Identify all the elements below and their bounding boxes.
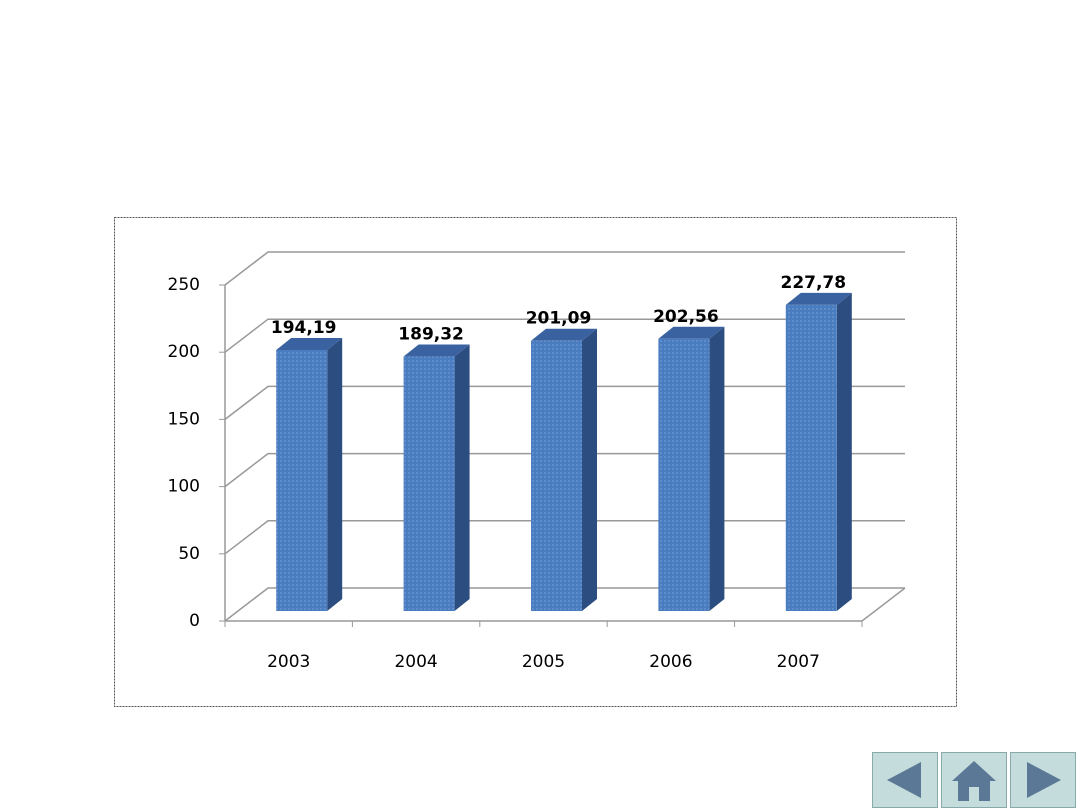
y-tick-label: 50	[178, 544, 200, 564]
y-tick-label: 100	[168, 477, 200, 497]
y-tick-label: 250	[168, 275, 200, 295]
value-label: 194,19	[271, 318, 337, 338]
bar-top	[276, 338, 343, 351]
prev-icon	[887, 762, 921, 798]
bar-top	[658, 326, 725, 339]
y-tick-label: 200	[168, 342, 200, 362]
y-tick-label: 0	[189, 611, 200, 631]
grid-line	[224, 251, 905, 286]
prev-button[interactable]	[872, 752, 938, 808]
value-label: 201,09	[526, 309, 592, 329]
bar-top	[531, 328, 597, 341]
bar-side	[327, 338, 343, 611]
bar	[658, 338, 710, 611]
chart: 0 50 100 150 200 250 2003 194,19 2004 189,32 2005 2…	[114, 217, 957, 707]
x-tick-label: 2004	[394, 652, 437, 672]
value-label: 189,32	[398, 325, 464, 345]
bar-side	[454, 344, 470, 611]
next-button[interactable]	[1010, 752, 1076, 808]
value-label: 227,78	[780, 273, 846, 293]
bar	[785, 304, 837, 611]
bar-side	[582, 328, 597, 611]
bar	[276, 350, 328, 611]
x-tick-label: 2003	[267, 652, 310, 672]
x-tick-label: 2005	[522, 652, 565, 672]
grid-line	[224, 318, 905, 353]
x-tick-label: 2006	[649, 652, 692, 672]
home-icon	[952, 761, 996, 801]
bar-top	[403, 344, 470, 357]
bar-top	[785, 292, 852, 305]
y-tick-label: 150	[168, 409, 200, 429]
bar	[531, 340, 582, 611]
bar-side	[709, 326, 725, 611]
x-tick-label: 2007	[777, 652, 820, 672]
value-label: 202,56	[653, 307, 719, 327]
bar	[403, 356, 455, 611]
next-icon	[1027, 762, 1061, 798]
home-button[interactable]	[941, 752, 1007, 808]
bar-side	[836, 292, 852, 611]
